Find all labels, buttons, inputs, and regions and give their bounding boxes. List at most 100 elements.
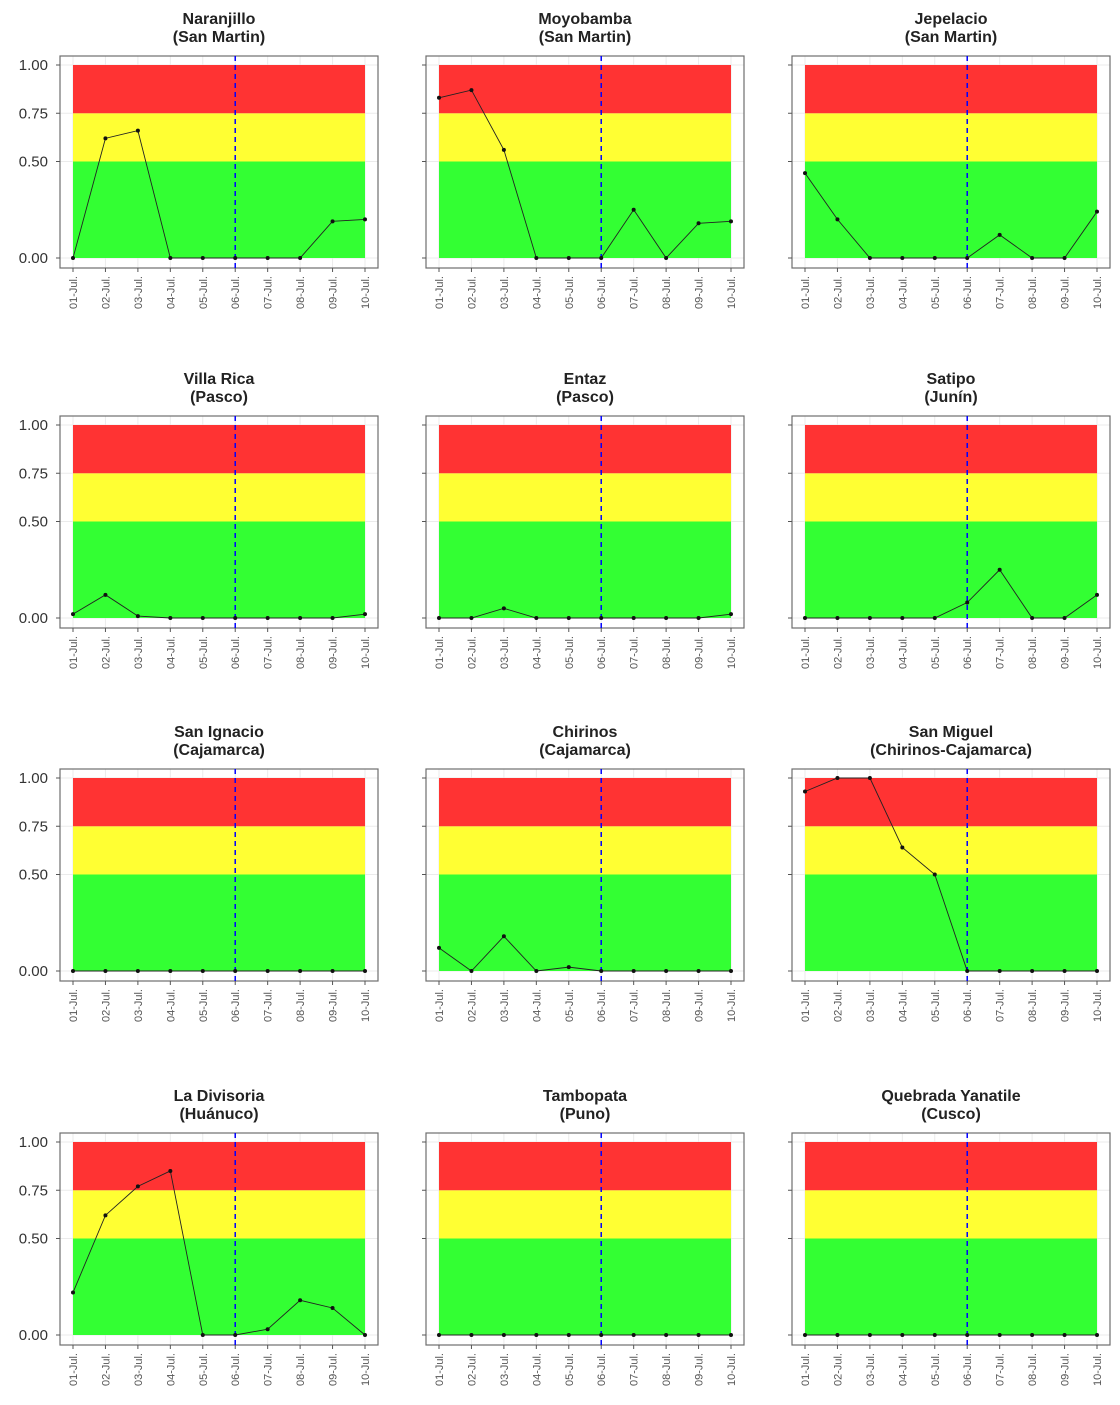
data-point <box>233 616 238 620</box>
panel-subtitle: (San Martin) <box>539 29 631 46</box>
x-tick-label: 04-Jul. <box>897 276 909 309</box>
data-point <box>103 592 108 597</box>
x-tick-label: 08-Jul. <box>1027 1353 1039 1386</box>
data-point <box>200 969 205 973</box>
y-tick-label: 1.00 <box>19 57 48 74</box>
data-point <box>71 256 75 260</box>
data-point <box>534 616 539 620</box>
x-tick-label: 06-Jul. <box>230 636 242 669</box>
data-point <box>363 612 367 617</box>
data-point <box>1030 969 1035 973</box>
x-tick-label: 03-Jul. <box>133 276 145 309</box>
x-tick-label: 02-Jul. <box>100 989 112 1022</box>
band-0.75-1 <box>805 425 1097 474</box>
band-0.5-0.75 <box>805 1190 1097 1239</box>
y-tick-label: 0.00 <box>19 250 48 267</box>
data-point <box>664 616 669 620</box>
data-point <box>437 616 441 620</box>
x-tick-label: 09-Jul. <box>1060 1353 1072 1386</box>
data-point <box>200 1333 205 1337</box>
x-tick-label: 10-Jul. <box>1092 276 1104 309</box>
x-tick-label: 09-Jul. <box>1060 636 1072 669</box>
x-tick-label: 02-Jul. <box>466 276 478 309</box>
x-tick-label: 03-Jul. <box>865 636 877 669</box>
x-tick-label: 01-Jul. <box>800 276 812 309</box>
x-tick-label: 05-Jul. <box>564 636 576 669</box>
x-tick-label: 06-Jul. <box>230 989 242 1022</box>
data-point <box>265 1327 270 1332</box>
x-tick-label: 09-Jul. <box>694 276 706 309</box>
band-0.5-0.75 <box>73 826 365 875</box>
data-point <box>437 945 441 950</box>
data-point <box>1062 616 1067 620</box>
series-line <box>439 607 732 619</box>
panel-title: San Miguel <box>909 724 993 741</box>
data-point <box>631 616 636 620</box>
x-tick-label: 03-Jul. <box>865 276 877 309</box>
x-tick-label: 06-Jul. <box>962 276 974 309</box>
panel-subtitle: (Chirinos-Cajamarca) <box>870 742 1032 759</box>
data-point <box>835 616 840 620</box>
y-tick-label: 0.00 <box>19 1327 48 1344</box>
x-tick-label: 05-Jul. <box>930 989 942 1022</box>
data-point <box>437 95 441 100</box>
x-tick-label: 06-Jul. <box>962 636 974 669</box>
panel-subtitle: (Pasco) <box>556 389 614 406</box>
data-point <box>997 567 1002 572</box>
band-0-0.5 <box>439 521 731 618</box>
band-0-0.5 <box>805 1238 1097 1335</box>
x-tick-label: 04-Jul. <box>531 989 543 1022</box>
data-point <box>965 969 970 973</box>
x-tick-label: 06-Jul. <box>596 636 608 669</box>
data-point <box>729 219 733 224</box>
y-tick-label: 0.75 <box>19 1182 48 1199</box>
data-point <box>534 1333 539 1337</box>
y-tick-label: 0.75 <box>19 465 48 482</box>
data-point <box>867 256 872 260</box>
band-0-0.5 <box>439 161 731 258</box>
panel-title: Entaz <box>564 371 607 388</box>
x-tick-label: 02-Jul. <box>466 636 478 669</box>
data-point <box>803 1333 807 1337</box>
x-tick-label: 02-Jul. <box>832 276 844 309</box>
x-tick-label: 10-Jul. <box>726 1353 738 1386</box>
x-tick-label: 02-Jul. <box>832 1353 844 1386</box>
data-point <box>867 616 872 620</box>
x-tick-label: 10-Jul. <box>360 1353 372 1386</box>
data-point <box>631 1333 636 1337</box>
data-point <box>965 600 970 605</box>
band-0.75-1 <box>73 1142 365 1191</box>
data-point <box>729 1333 733 1337</box>
series-line <box>438 89 732 259</box>
data-point <box>233 969 238 973</box>
data-point <box>997 1333 1002 1337</box>
x-tick-label: 07-Jul. <box>629 276 641 309</box>
x-tick-label: 05-Jul. <box>198 276 210 309</box>
panel-title: Naranjillo <box>183 11 256 28</box>
data-point <box>729 969 733 973</box>
x-tick-label: 08-Jul. <box>1027 636 1039 669</box>
data-point <box>298 256 303 260</box>
data-point <box>168 256 173 260</box>
x-tick-label: 04-Jul. <box>531 276 543 309</box>
x-tick-label: 02-Jul. <box>832 989 844 1022</box>
band-0.75-1 <box>439 778 731 827</box>
band-0.75-1 <box>73 778 365 827</box>
data-point <box>71 969 75 973</box>
data-point <box>298 616 303 620</box>
x-tick-label: 05-Jul. <box>930 1353 942 1386</box>
data-point <box>1030 1333 1035 1337</box>
data-point <box>965 1333 970 1337</box>
data-point <box>835 776 840 780</box>
data-point <box>103 969 108 973</box>
x-tick-label: 07-Jul. <box>995 636 1007 669</box>
x-tick-label: 02-Jul. <box>100 1353 112 1386</box>
y-tick-label: 0.75 <box>19 818 48 835</box>
data-point <box>566 256 571 260</box>
x-tick-label: 05-Jul. <box>564 276 576 309</box>
data-point <box>501 147 506 152</box>
x-tick-label: 02-Jul. <box>100 636 112 669</box>
data-point <box>696 969 701 973</box>
band-0.75-1 <box>73 425 365 474</box>
x-tick-label: 07-Jul. <box>995 276 1007 309</box>
